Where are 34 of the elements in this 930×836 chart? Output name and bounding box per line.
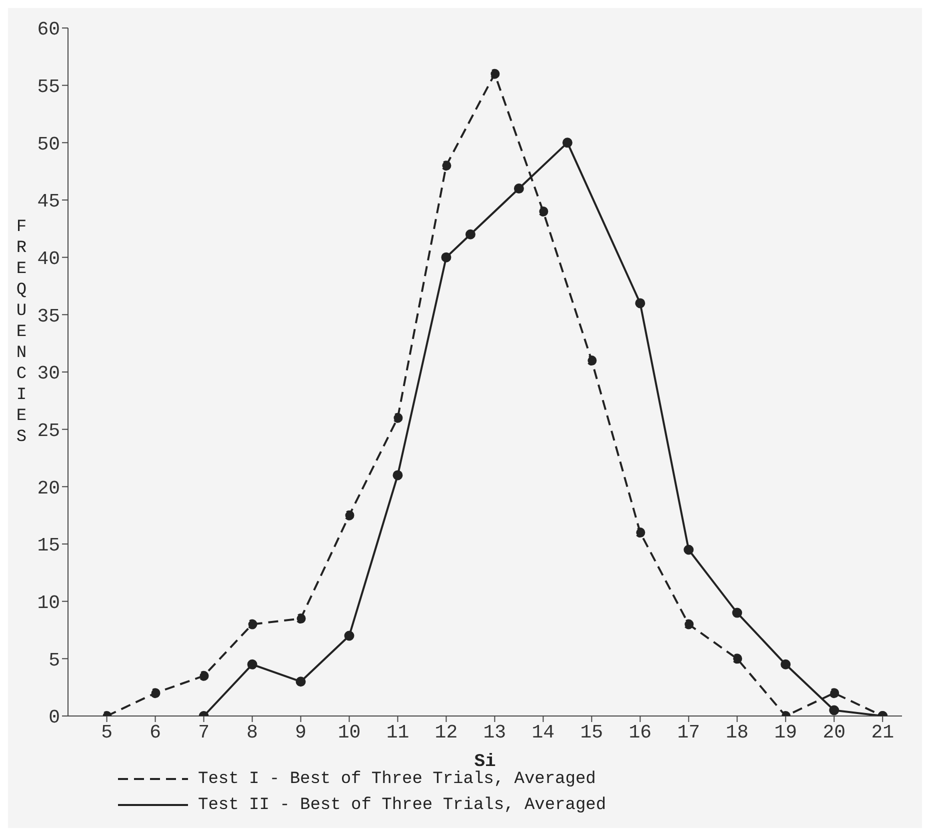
legend-label: Test II - Best of Three Trials, Averaged	[198, 796, 606, 814]
x-tick-label: 10	[338, 721, 361, 744]
x-tick-label: 14	[532, 721, 555, 744]
y-tick-label: 10	[37, 592, 60, 614]
x-tick-label: 7	[198, 721, 210, 744]
x-tick-label: 13	[483, 721, 506, 744]
x-tick-label: 16	[628, 721, 652, 744]
y-tick-label: 25	[37, 420, 60, 442]
x-tick-label: 8	[246, 721, 258, 744]
y-tick-label: 50	[37, 133, 60, 156]
x-tick-label: 9	[295, 721, 306, 744]
y-tick-label: 35	[37, 305, 60, 328]
x-tick-label: 15	[580, 721, 604, 744]
x-tick-label: 6	[150, 721, 161, 744]
y-tick-label: 60	[37, 18, 60, 41]
x-tick-label: 21	[871, 721, 894, 744]
x-tick-label: 18	[726, 721, 749, 744]
y-tick-label: 20	[37, 477, 60, 500]
y-tick-label: 15	[37, 534, 60, 557]
y-tick-label: 30	[37, 362, 60, 385]
x-axis-title: Si	[474, 752, 496, 772]
x-tick-label: 19	[774, 721, 798, 744]
x-tick-label: 11	[386, 721, 410, 744]
x-tick-label: 17	[677, 721, 700, 744]
x-tick-label: 12	[434, 721, 458, 744]
y-tick-label: 40	[37, 248, 60, 270]
y-tick-label: 45	[37, 190, 60, 213]
legend-label: Test I - Best of Three Trials, Averaged	[198, 770, 596, 788]
x-tick-label: 5	[101, 721, 112, 744]
y-tick-label: 5	[48, 649, 60, 672]
y-axis-title: FREQUENCIES	[12, 218, 31, 449]
y-tick-label: 0	[48, 706, 60, 729]
x-tick-label: 20	[822, 721, 846, 744]
y-tick-label: 55	[37, 76, 60, 98]
